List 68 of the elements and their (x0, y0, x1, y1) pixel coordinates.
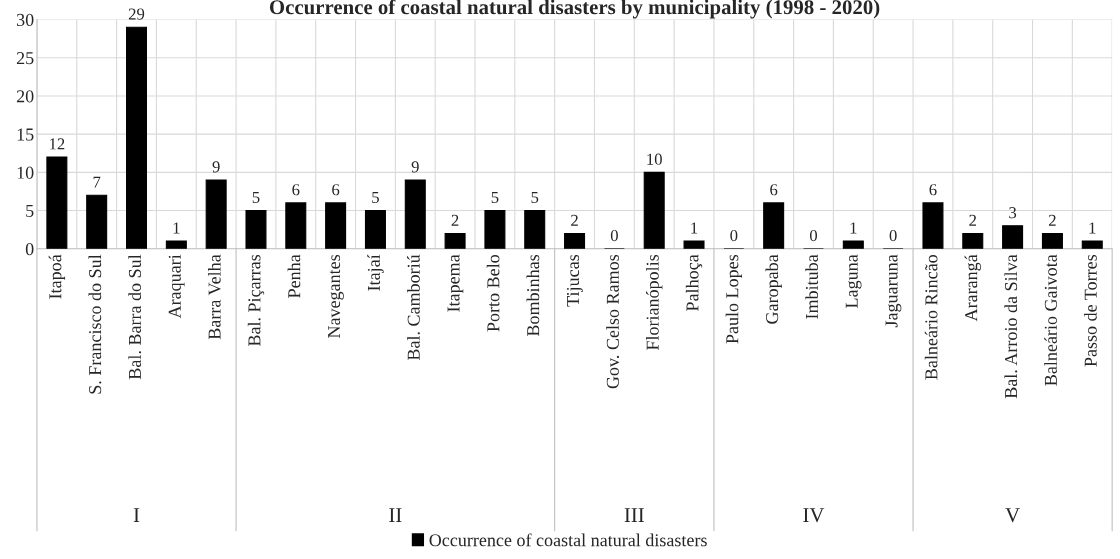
data-label: 5 (491, 191, 499, 203)
y-tick-label: 25 (16, 52, 34, 65)
data-label: 5 (531, 191, 539, 203)
x-tick-label: Navegantes (328, 254, 344, 339)
x-tick-label: Balneário Rincão (924, 255, 938, 380)
x-tick-label: Laguna (845, 254, 862, 308)
x-tick-label: Araquari (168, 254, 185, 319)
chart-title: Occurrence of coastal natural disasters by municipality (1998 - 2020) (269, 0, 880, 19)
x-tick-label: Gov. Celso Ramos (606, 254, 619, 389)
x-tick-label: Florianópolis (646, 254, 663, 351)
data-label: 1 (173, 222, 180, 234)
x-tick-label: Palhoça (685, 254, 703, 311)
data-label: 0 (889, 229, 897, 242)
data-label: 2 (1048, 214, 1056, 226)
text: III (624, 508, 644, 522)
data-label: 5 (372, 191, 379, 203)
data-label: 6 (770, 184, 778, 196)
data-label: 3 (1009, 207, 1017, 219)
x-tick-label: Bombinhas (526, 254, 540, 337)
x-tick-label: Bal. Piçarras (247, 254, 265, 347)
y-tick-label: 5 (26, 205, 34, 217)
data-label: 9 (411, 161, 419, 173)
x-tick-label: S. Francisco do Sul (88, 254, 102, 394)
text: IV (803, 508, 825, 523)
y-tick-label: 15 (17, 128, 34, 141)
x-tick-label: Passo de Torres (1084, 254, 1097, 367)
data-label: 5 (252, 191, 260, 203)
x-tick-label: Bal. Arroio da Silva (1004, 254, 1018, 399)
x-tick-label: Balneário Gaivota (1044, 254, 1057, 386)
data-label: 6 (292, 184, 300, 196)
x-tick-label: Imbituba (805, 254, 819, 319)
text: I (133, 508, 140, 522)
data-label: 1 (691, 222, 698, 234)
x-tick-label: Itapoá (48, 254, 66, 299)
data-label: 7 (93, 176, 101, 188)
x-tick-label: Garopaba (765, 254, 782, 324)
x-tick-label: Itajaí (367, 254, 384, 291)
data-label: 0 (809, 229, 818, 242)
data-label: 1 (1089, 222, 1096, 234)
data-label: 2 (969, 214, 977, 226)
x-tick-label: Bal. Barra do Sul (128, 254, 142, 380)
x-tick-label: Barra Velha (207, 254, 221, 340)
data-label: 9 (212, 161, 220, 173)
x-tick-label: Paulo Lopes (725, 254, 743, 344)
text: V (1005, 508, 1020, 523)
y-tick-label: 20 (16, 90, 34, 103)
x-tick-label: Tijucas (566, 254, 583, 307)
x-tick-label: Ararangá (964, 254, 982, 322)
data-label: 29 (128, 8, 145, 20)
text: II (389, 508, 402, 522)
y-tick-label: 30 (16, 13, 34, 27)
x-tick-label: Bal. Camboriú (407, 254, 420, 361)
x-tick-label: Jaguaruna (885, 254, 902, 328)
data-label: 10 (647, 153, 662, 165)
data-label: 2 (571, 214, 578, 226)
data-label: 2 (451, 214, 459, 226)
y-tick-label: 0 (25, 243, 34, 256)
y-tick-label: 10 (17, 166, 34, 179)
x-tick-label: Penha (287, 254, 301, 298)
data-label: 0 (610, 229, 618, 242)
x-tick-label: Itapema (447, 254, 464, 312)
data-label: 0 (730, 229, 738, 242)
x-tick-label: Porto Belo (486, 255, 500, 332)
data-label: 1 (850, 222, 857, 234)
data-label: 12 (50, 138, 65, 150)
data-label: 6 (929, 184, 937, 196)
legend-label: Occurrence of coastal natural disasters (429, 533, 707, 547)
data-label: 6 (332, 184, 340, 196)
